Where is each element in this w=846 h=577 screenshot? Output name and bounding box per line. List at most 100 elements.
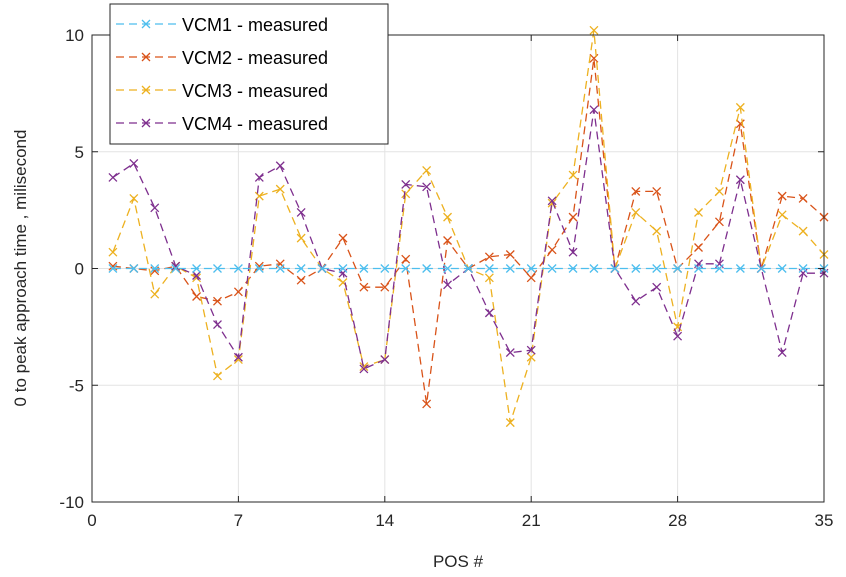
series-3-point xyxy=(526,352,536,362)
series-3-point xyxy=(359,362,369,372)
series-2-point xyxy=(192,292,202,301)
series-1-point xyxy=(296,264,306,273)
legend-marker-swatch xyxy=(141,19,151,29)
x-tick-label: 14 xyxy=(375,511,394,530)
series-3-point xyxy=(568,170,578,180)
y-axis-label: 0 to peak approach time , milisecond xyxy=(11,130,30,407)
y-tick-label: -5 xyxy=(69,376,84,395)
x-tick-label: 35 xyxy=(815,511,834,530)
legend-item-4: VCM4 - measured xyxy=(116,114,328,134)
series-1-point xyxy=(317,264,327,273)
series-4-point xyxy=(150,203,160,213)
series-1-point xyxy=(652,264,662,273)
series-1-point xyxy=(589,264,599,273)
series-1-point xyxy=(380,264,390,273)
series-1-point xyxy=(108,264,118,273)
series-1-point xyxy=(735,264,745,273)
series-4-point xyxy=(735,175,745,185)
series-1-point xyxy=(150,264,160,273)
series-1-point xyxy=(338,264,348,273)
series-1-point xyxy=(129,264,139,273)
series-4-point xyxy=(568,247,578,257)
series-1-point xyxy=(798,264,808,273)
legend-box xyxy=(109,3,389,145)
series-3-point xyxy=(192,273,202,283)
series-4-point xyxy=(129,158,139,168)
legend-marker-swatch xyxy=(141,85,151,95)
series-3-point xyxy=(777,210,787,220)
series-2-point xyxy=(526,273,536,283)
series-3-point xyxy=(505,418,515,428)
series-4-point xyxy=(296,208,306,217)
series-3-point xyxy=(631,208,641,217)
series-2-point xyxy=(213,296,222,306)
series-1-point xyxy=(233,264,243,273)
x-tick-label: 0 xyxy=(87,511,96,530)
series-4-point xyxy=(505,348,515,358)
series-3-point xyxy=(652,226,662,236)
series-1-point xyxy=(694,264,703,273)
series-3-point xyxy=(108,247,118,257)
series-4-point xyxy=(673,331,683,341)
series-3-point xyxy=(484,273,494,283)
series-1-point xyxy=(192,264,202,273)
legend-label: VCM3 - measured xyxy=(182,81,328,101)
y-tick-label: 5 xyxy=(75,143,84,162)
x-tick-label: 7 xyxy=(234,511,243,530)
legend-label: VCM4 - measured xyxy=(182,114,328,134)
series-1-point xyxy=(631,264,641,273)
legend-item-3: VCM3 - measured xyxy=(116,81,328,101)
x-tick-label: 21 xyxy=(522,511,541,530)
series-4-point xyxy=(526,345,536,355)
series-1-point xyxy=(443,264,453,273)
series-1-point xyxy=(484,264,494,273)
series-3-point xyxy=(150,289,160,299)
legend-marker-swatch xyxy=(141,118,151,128)
legend-item-2: VCM2 - measured xyxy=(116,48,328,68)
series-2-point xyxy=(422,399,432,409)
x-axis-label: POS # xyxy=(433,552,484,571)
series-2-point xyxy=(484,252,494,262)
x-tick-label: 28 xyxy=(668,511,687,530)
series-1-point xyxy=(275,264,285,273)
series-4-point xyxy=(233,352,243,362)
series-1-point xyxy=(714,264,724,273)
series-2-point xyxy=(798,193,808,203)
series-2-point xyxy=(359,282,369,292)
series-3-point xyxy=(129,193,139,203)
legend-marker-swatch xyxy=(141,52,151,62)
series-3-point xyxy=(443,212,453,222)
series-2-point xyxy=(401,254,411,264)
series-1 xyxy=(108,264,829,273)
axis-tick-labels: 0 7 14 21 28 35 -10 -5 0 5 10 xyxy=(59,26,833,530)
series-layer xyxy=(108,25,829,428)
y-tick-label: 0 xyxy=(75,260,84,279)
series-3-point xyxy=(213,371,222,381)
series-1-point xyxy=(777,264,787,273)
series-4-point xyxy=(777,348,787,358)
series-1-point xyxy=(401,264,411,273)
series-3-point xyxy=(296,233,306,243)
series-4-point xyxy=(275,161,285,171)
legend: VCM1 - measured VCM2 - measured VCM3 - mea… xyxy=(109,3,389,145)
legend-label: VCM2 - measured xyxy=(182,48,328,68)
series-1-point xyxy=(505,264,515,273)
series-2-point xyxy=(694,243,703,252)
series-4-point xyxy=(484,308,494,318)
series-1-point xyxy=(213,264,222,273)
series-1-point xyxy=(756,264,766,273)
series-3-point xyxy=(401,189,411,199)
series-4-point xyxy=(192,271,202,280)
series-1-point xyxy=(422,264,432,273)
series-3-point xyxy=(422,165,432,175)
series-2-point xyxy=(777,191,787,201)
series-3-point xyxy=(275,184,285,194)
series-4-point xyxy=(254,172,264,182)
series-4-point xyxy=(380,355,390,365)
series-1-point xyxy=(526,264,536,273)
series-2-point xyxy=(714,217,724,227)
series-4-point xyxy=(589,105,599,115)
series-2-point xyxy=(380,282,390,292)
series-3-point xyxy=(735,102,745,112)
